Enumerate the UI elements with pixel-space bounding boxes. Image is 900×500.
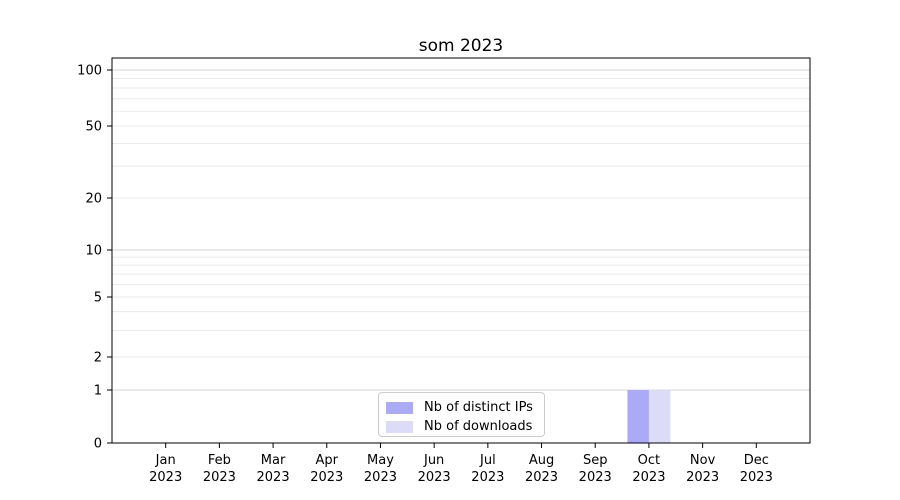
x-tick-label-year-sep: 2023 xyxy=(579,470,612,485)
x-tick-label-year-aug: 2023 xyxy=(525,470,558,485)
y-tick-label-100: 100 xyxy=(77,64,102,79)
legend-swatch-distinct-ips xyxy=(386,401,413,414)
y-tick-label-2: 2 xyxy=(94,351,102,366)
x-tick-label-month-apr: Apr xyxy=(316,453,339,468)
legend-label-distinct-ips: Nb of distinct IPs xyxy=(424,400,533,415)
x-tick-label-month-jul: Jul xyxy=(479,453,496,468)
x-tick-label-month-oct: Oct xyxy=(638,453,660,468)
minor-gridlines xyxy=(112,78,810,358)
y-tick-label-0: 0 xyxy=(94,437,102,452)
y-tick-label-10: 10 xyxy=(85,244,102,259)
x-axis-labels: Jan 2023 Feb 2023 Mar 2023 Apr 2023 May 2023 Jun 20… xyxy=(149,453,773,485)
bar-downloads-oct xyxy=(648,390,671,443)
legend: Nb of distinct IPs Nb of downloads xyxy=(378,392,545,437)
x-tick-label-year-may: 2023 xyxy=(364,470,397,485)
bars xyxy=(627,390,671,443)
x-tick-label-year-dec: 2023 xyxy=(740,470,773,485)
x-tick-label-year-apr: 2023 xyxy=(310,470,343,485)
x-tick-label-month-aug: Aug xyxy=(529,453,554,468)
y-tick-label-1: 1 xyxy=(94,384,102,399)
x-tick-label-month-sep: Sep xyxy=(583,453,608,468)
axis-ticks xyxy=(107,69,757,448)
legend-item-distinct-ips: Nb of distinct IPs xyxy=(386,398,544,417)
x-tick-label-month-mar: Mar xyxy=(261,453,286,468)
y-axis-labels: 0 1 2 5 10 20 50 100 xyxy=(77,64,102,452)
x-tick-label-year-nov: 2023 xyxy=(686,470,719,485)
chart-title: som 2023 xyxy=(419,36,504,56)
y-tick-label-50: 50 xyxy=(85,120,102,135)
x-tick-label-month-may: May xyxy=(367,453,394,468)
x-tick-label-year-mar: 2023 xyxy=(257,470,290,485)
y-tick-label-5: 5 xyxy=(94,291,102,306)
x-tick-label-month-nov: Nov xyxy=(690,453,716,468)
x-tick-label-month-dec: Dec xyxy=(744,453,769,468)
x-tick-label-month-jan: Jan xyxy=(155,453,176,468)
legend-item-downloads: Nb of downloads xyxy=(386,417,544,436)
legend-swatch-downloads xyxy=(386,420,413,433)
legend-label-downloads: Nb of downloads xyxy=(424,419,533,434)
x-tick-label-year-oct: 2023 xyxy=(632,470,665,485)
x-tick-label-year-jul: 2023 xyxy=(471,470,504,485)
major-gridlines xyxy=(112,69,810,391)
x-tick-label-month-feb: Feb xyxy=(208,453,231,468)
x-tick-label-year-jun: 2023 xyxy=(418,470,451,485)
y-tick-label-20: 20 xyxy=(85,192,102,207)
x-tick-label-year-feb: 2023 xyxy=(203,470,236,485)
bar-distinct-ips-oct xyxy=(627,390,649,443)
x-tick-label-month-jun: Jun xyxy=(423,453,444,468)
x-tick-label-year-jan: 2023 xyxy=(149,470,182,485)
